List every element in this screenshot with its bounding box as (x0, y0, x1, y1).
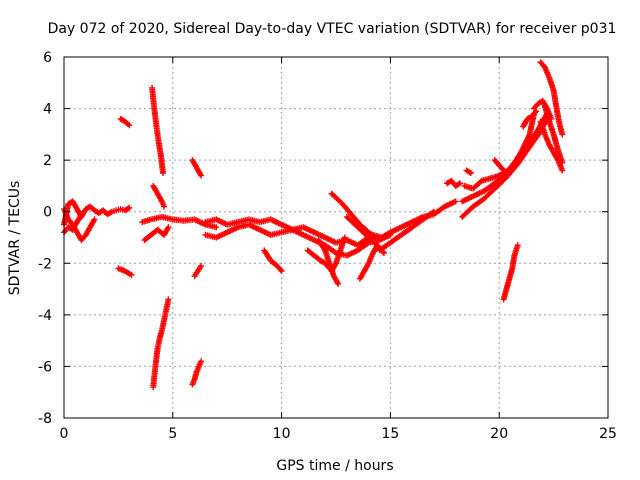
x-tick-label: 5 (168, 426, 177, 442)
y-axis-label: SDTVAR / TECUs (7, 181, 23, 296)
data-point-markers (150, 182, 168, 210)
y-tick-label: 4 (43, 102, 52, 118)
data-point-markers (141, 224, 172, 244)
data-point-markers (139, 213, 220, 231)
data-point-markers (191, 262, 205, 280)
data-point-markers (537, 118, 566, 174)
data-point-markers (461, 110, 537, 192)
x-tick-label: 10 (273, 426, 291, 442)
y-tick-label: -4 (38, 308, 52, 324)
data-point-markers (149, 84, 166, 176)
data-point-markers (444, 177, 463, 189)
data-point-markers (491, 157, 511, 176)
x-tick-label: 25 (599, 426, 617, 442)
series-seg_17_5 (444, 177, 463, 189)
plot-frame (63, 56, 609, 419)
series-seg_2_5 (115, 265, 135, 278)
data-point-markers (328, 190, 379, 241)
series-seg_18_5 (463, 167, 474, 176)
series-seg_6_down (189, 358, 205, 388)
series-band_g_6_5_14 (202, 216, 372, 249)
series-seg_22_5 (537, 118, 566, 174)
series-seg_4_up (149, 84, 166, 176)
data-point-markers (520, 108, 540, 130)
data-point-markers (189, 358, 205, 388)
series-band_i_14_17 (376, 208, 437, 254)
chart-title: Day 072 of 2020, Sidereal Day-to-day VTE… (48, 21, 617, 37)
y-tick-label: 6 (43, 50, 52, 66)
y-tick-label: -8 (38, 411, 52, 427)
data-point-markers (189, 157, 205, 179)
data-point-markers (376, 208, 437, 254)
y-tick-label: -6 (38, 359, 52, 375)
series-band_e_3_5_5 (141, 224, 172, 244)
y-tick-label: 2 (43, 153, 52, 169)
series-band_l_18_21 (461, 110, 537, 192)
data-point-markers (463, 167, 474, 176)
data-point-markers (117, 115, 133, 129)
data-point-markers (541, 103, 566, 166)
y-tick-label: 0 (43, 205, 52, 221)
series-seg_12_4 (328, 234, 348, 274)
data-point-markers (356, 242, 381, 282)
x-tick-label: 0 (60, 426, 69, 442)
data-point-markers (500, 242, 521, 303)
series-band_d_3_5_7 (139, 213, 220, 231)
x-axis-label: GPS time / hours (276, 458, 393, 474)
series-seg_14_1 (356, 242, 381, 282)
data-point-markers (328, 234, 348, 274)
data-point-markers (202, 216, 372, 249)
data-point-markers (150, 296, 172, 391)
data-point-markers (261, 247, 285, 274)
series-seg_21_9_b (537, 59, 566, 138)
series-seg_9_8 (261, 247, 285, 274)
x-tick-label: 20 (490, 426, 508, 442)
data-point-markers (537, 59, 566, 138)
y-tick-label: -2 (38, 256, 52, 272)
series-seg_19_8 (491, 157, 511, 176)
series-seg_21_2 (520, 108, 540, 130)
data-point-markers (115, 265, 135, 278)
series-seg_4_1 (150, 182, 168, 210)
series-seg_13_1 (328, 190, 379, 241)
series-seg_4_down (150, 296, 172, 391)
series-seg_20_5_3 (500, 242, 521, 303)
series-seg_2_7 (117, 115, 133, 129)
series-seg_6_mid (191, 262, 205, 280)
series-seg_22_6 (541, 103, 566, 166)
series-seg_6_up (189, 157, 205, 179)
x-tick-label: 15 (381, 426, 399, 442)
